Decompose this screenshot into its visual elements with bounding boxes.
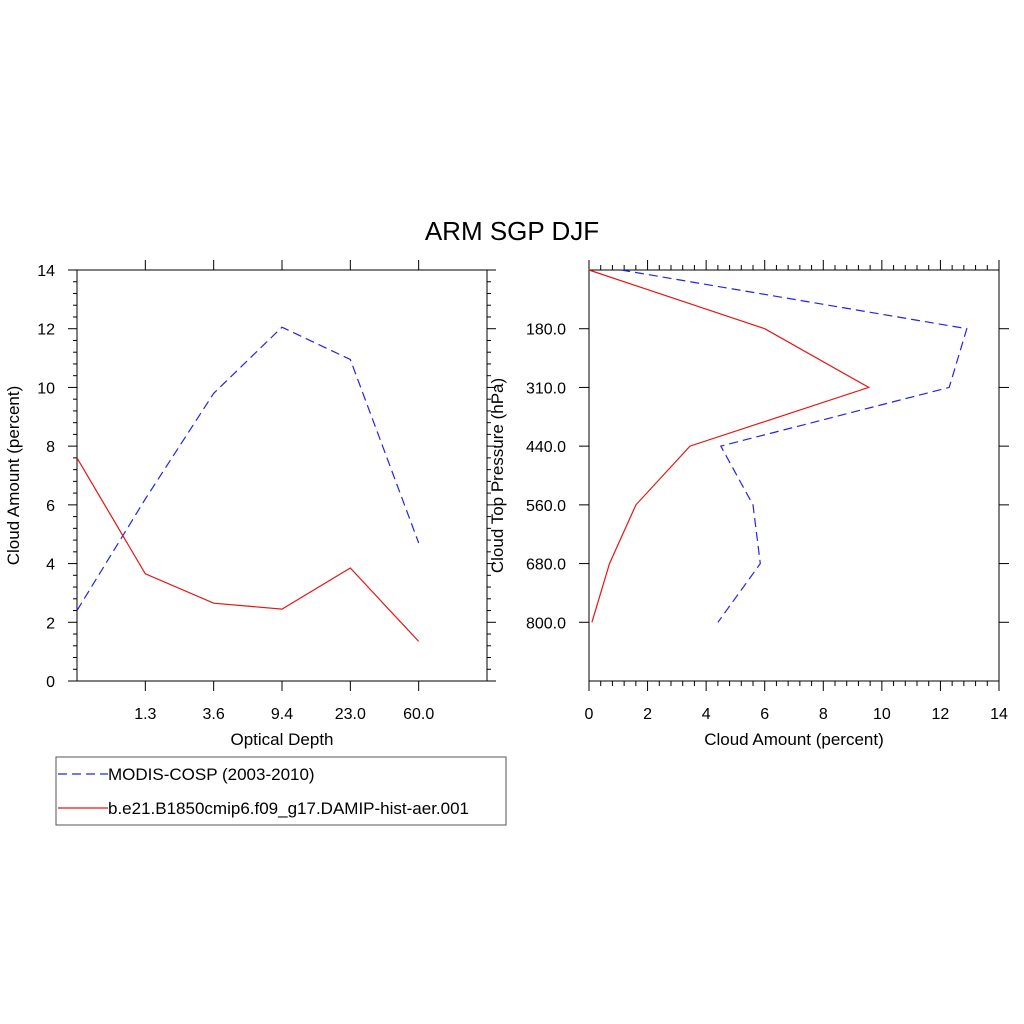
legend-label-modis: MODIS-COSP (2003-2010) — [108, 765, 315, 784]
right-x-axis-title: Cloud Amount (percent) — [704, 730, 884, 749]
left-y-tick-label: 14 — [37, 263, 55, 280]
legend: MODIS-COSP (2003-2010) b.e21.B1850cmip6.… — [55, 756, 507, 826]
right-x-tick-label: 12 — [932, 706, 950, 723]
left-x-tick-label: 60.0 — [403, 706, 434, 723]
left-y-tick-label: 0 — [46, 674, 55, 691]
left-plot-frame — [76, 269, 488, 682]
right-y-tick-label: 310.0 — [526, 380, 566, 397]
right-x-tick-label: 0 — [585, 706, 594, 723]
left-y-tick-label: 2 — [46, 615, 55, 632]
right-y-tick-label: 180.0 — [526, 322, 566, 339]
right-x-tick-label: 10 — [873, 706, 891, 723]
left-x-tick-label: 23.0 — [335, 706, 366, 723]
left-x-axis-title: Optical Depth — [231, 730, 334, 749]
figure-title: ARM SGP DJF — [425, 216, 599, 246]
right-plot-frame — [588, 269, 1000, 682]
left-y-tick-label: 10 — [37, 380, 55, 397]
right-y-tick-label: 680.0 — [526, 557, 566, 574]
left-series-model-line — [76, 457, 420, 642]
right-x-tick-label: 6 — [760, 706, 769, 723]
right-y-tick-label: 560.0 — [526, 498, 566, 515]
right-y-tick-label: 800.0 — [526, 615, 566, 632]
left-plot-optical-depth: 0 2 4 6 8 10 12 14 1.3 3.6 9.4 23.0 60.0 Optical Dept… — [4, 260, 496, 749]
right-x-tick-label: 8 — [819, 706, 828, 723]
left-series-modis-line — [76, 326, 420, 611]
right-plot-cloud-top-pressure: 0 2 4 6 8 10 12 14 180.0 310.0 440.0 560.0 680.0 800.… — [488, 260, 1009, 749]
right-x-tick-label: 2 — [643, 706, 652, 723]
left-y-tick-label: 4 — [46, 557, 55, 574]
left-x-tick-label: 1.3 — [134, 706, 156, 723]
right-y-axis-title: Cloud Top Pressure (hPa) — [488, 378, 507, 573]
right-series-model-line — [588, 269, 871, 623]
right-x-tick-label: 14 — [990, 706, 1008, 723]
left-x-tick-label: 9.4 — [271, 706, 293, 723]
left-y-tick-label: 12 — [37, 322, 55, 339]
left-x-tick-label: 3.6 — [203, 706, 225, 723]
right-y-tick-label: 440.0 — [526, 439, 566, 456]
legend-label-model: b.e21.B1850cmip6.f09_g17.DAMIP-hist-aer.… — [108, 799, 469, 818]
legend-box — [55, 756, 507, 826]
left-y-axis-title: Cloud Amount (percent) — [4, 386, 23, 566]
right-x-tick-label: 4 — [702, 706, 711, 723]
right-series-modis-line — [621, 269, 968, 623]
left-y-tick-label: 6 — [46, 498, 55, 515]
left-y-tick-label: 8 — [46, 439, 55, 456]
